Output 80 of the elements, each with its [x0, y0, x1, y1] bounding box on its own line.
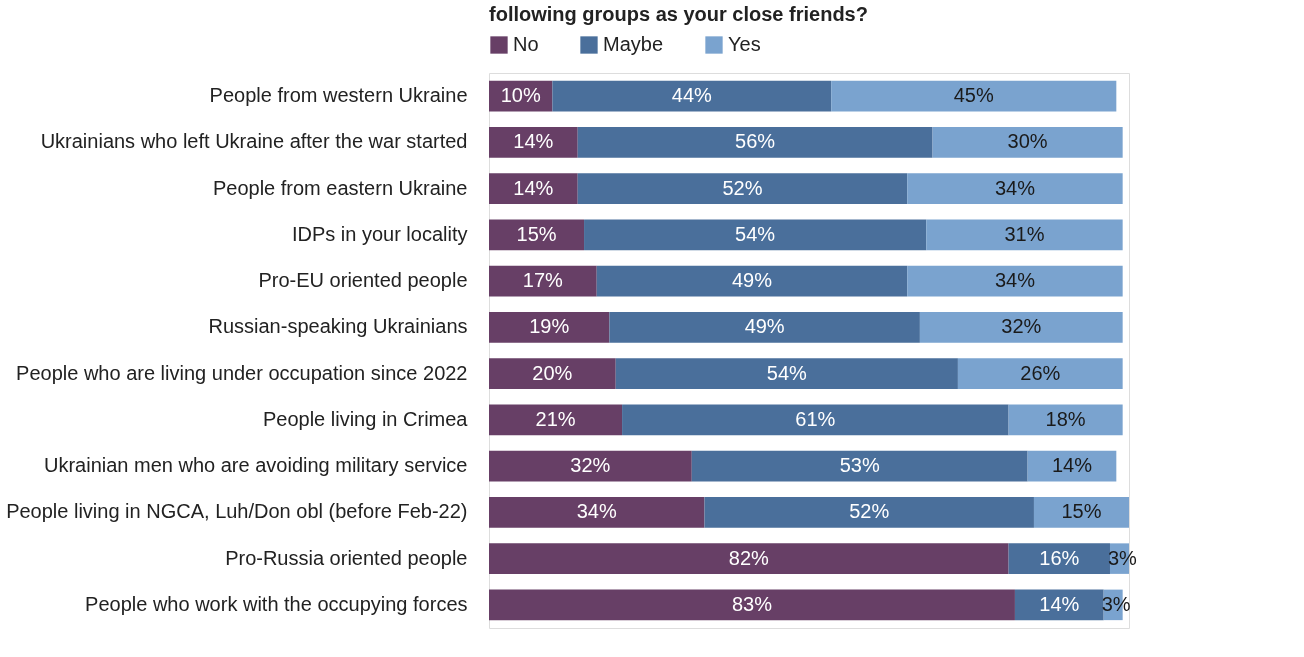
y-tick-label: People from eastern Ukraine — [212, 176, 468, 199]
bar — [1033, 497, 1129, 528]
data-label: 14% — [513, 176, 554, 199]
data-label: 17% — [522, 269, 564, 292]
y-tick-label: IDPs in your locality — [291, 222, 468, 245]
data-label: 34% — [576, 500, 617, 523]
data-label: 32% — [1001, 315, 1042, 338]
bar — [907, 173, 1123, 204]
data-label: 44% — [671, 84, 712, 107]
bar — [552, 80, 832, 112]
data-label: 54% — [735, 222, 776, 245]
data-label: 32% — [570, 454, 611, 477]
chart-title: following groups as your close friends? — [489, 3, 868, 25]
bar — [577, 173, 908, 204]
data-label: 52% — [722, 176, 763, 199]
bar — [907, 265, 1123, 297]
data-label: 20% — [532, 361, 573, 384]
data-label: 31% — [1004, 222, 1045, 245]
bar — [704, 497, 1034, 528]
y-tick-label: People who are living under occupation since 2022 — [16, 361, 468, 384]
y-tick-label: People living in Crimea — [262, 407, 469, 430]
data-label: 82% — [728, 546, 770, 569]
bar — [622, 404, 1009, 436]
y-tick-label: People living in NGCA, Luh/Don obl (before Feb-22) — [6, 500, 468, 523]
data-label: 53% — [839, 454, 880, 477]
bar — [489, 589, 1015, 621]
data-label: 16% — [1039, 546, 1080, 569]
data-label: 83% — [731, 592, 773, 615]
y-tick-label: Ukrainian men who are avoiding military service — [43, 454, 468, 477]
data-label: 54% — [766, 361, 808, 384]
data-label: 15% — [1061, 500, 1102, 523]
bar — [609, 312, 920, 343]
bar — [489, 543, 1009, 574]
data-label: 18% — [1045, 407, 1086, 430]
data-label: 34% — [994, 176, 1036, 199]
bar — [577, 127, 933, 158]
bar — [489, 497, 705, 528]
bar — [691, 450, 1028, 482]
y-tick-label: Ukrainians who left Ukraine after the war started — [40, 130, 468, 153]
legend-label: Maybe — [603, 33, 664, 55]
data-label: 61% — [795, 407, 836, 430]
data-label: 14% — [513, 130, 554, 153]
bar — [1008, 404, 1123, 436]
data-label: 30% — [1007, 130, 1048, 153]
data-label: 52% — [849, 500, 890, 523]
legend-label: Yes — [728, 33, 761, 55]
data-label: 14% — [1039, 592, 1080, 615]
bar — [615, 358, 958, 389]
bar — [1008, 543, 1110, 574]
y-tick-label: People who work with the occupying forces — [85, 592, 468, 615]
bar — [489, 127, 578, 158]
data-label: 10% — [500, 84, 541, 107]
data-label: 26% — [1020, 361, 1061, 384]
data-label: 21% — [535, 407, 576, 430]
y-tick-label: Pro-Russia oriented people — [225, 546, 468, 569]
data-label: 45% — [953, 84, 994, 107]
bar — [596, 265, 908, 297]
data-label: 49% — [731, 269, 773, 292]
bar — [926, 219, 1123, 251]
bar — [932, 127, 1123, 158]
data-label: 14% — [1051, 454, 1093, 477]
bar — [919, 312, 1123, 343]
bar — [489, 358, 616, 389]
data-label: 49% — [744, 315, 785, 338]
bar — [584, 219, 927, 251]
bar — [489, 265, 597, 297]
data-label: 19% — [529, 315, 570, 338]
data-label: 56% — [735, 130, 776, 153]
bar — [489, 404, 623, 436]
y-tick-label: Pro-EU oriented people — [258, 269, 468, 292]
bar — [489, 312, 610, 343]
y-tick-label: People from western Ukraine — [209, 84, 468, 107]
bar — [489, 173, 578, 204]
legend-label: No — [513, 33, 539, 55]
y-tick-label: Russian-speaking Ukrainians — [208, 315, 468, 338]
bar — [831, 80, 1117, 112]
data-label: 15% — [516, 222, 557, 245]
bar — [957, 358, 1123, 389]
data-label: 34% — [994, 269, 1036, 292]
bar — [489, 450, 692, 482]
